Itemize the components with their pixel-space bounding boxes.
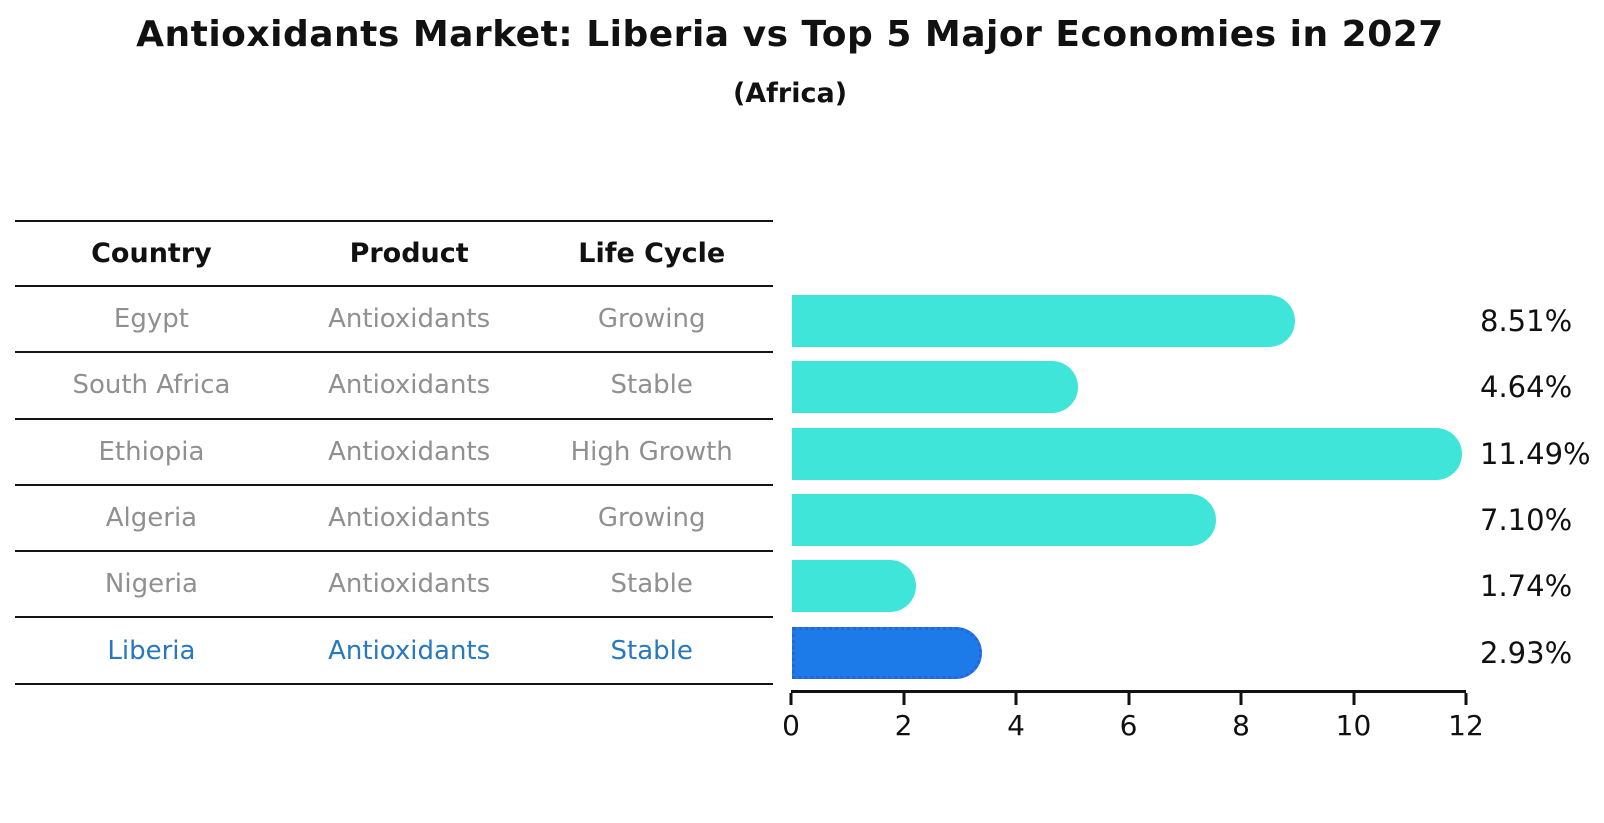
value-labels: 8.51% 4.64% 11.49% 7.10% 1.74% 2.93%	[1480, 288, 1600, 686]
bar-liberia-highlighted	[792, 626, 983, 679]
x-axis: 0 2 4 6 8 10 12	[782, 690, 1484, 742]
table-row: Algeria Antioxidants Growing	[15, 486, 773, 553]
cell-country: Ethiopia	[98, 436, 205, 467]
country-table: Country Product Life Cycle Egypt Antioxi…	[15, 220, 773, 685]
x-tick-mark	[1014, 693, 1018, 705]
value-label-egypt: 8.51%	[1480, 304, 1573, 339]
cell-country: South Africa	[72, 370, 231, 401]
cell-country: Algeria	[105, 503, 198, 534]
table-row: Ethiopia Antioxidants High Growth	[15, 420, 773, 486]
table-row-highlighted: Liberia Antioxidants Stable	[15, 618, 773, 685]
bar-south-africa	[792, 361, 1079, 414]
table-row: South Africa Antioxidants Stable	[15, 353, 773, 420]
cell-life-cycle: Growing	[597, 304, 706, 335]
bar-ethiopia	[792, 427, 1463, 480]
x-tick-label: 6	[1119, 709, 1138, 742]
cell-life-cycle: High Growth	[570, 436, 733, 467]
bar-plot-area	[792, 288, 1465, 686]
value-label-nigeria: 1.74%	[1480, 569, 1573, 604]
x-tick-label: 0	[782, 709, 800, 742]
value-label-ethiopia: 11.49%	[1480, 436, 1591, 471]
cell-life-cycle: Stable	[610, 370, 693, 401]
bar-egypt	[792, 295, 1296, 348]
x-tick-label: 8	[1232, 709, 1250, 742]
column-header-country: Country	[91, 238, 212, 269]
bar-nigeria	[792, 560, 916, 613]
value-label-south-africa: 4.64%	[1480, 370, 1573, 405]
cell-life-cycle: Stable	[610, 569, 693, 600]
cell-product: Antioxidants	[328, 503, 491, 534]
chart-subtitle: (Africa)	[732, 78, 848, 109]
x-tick-label: 2	[894, 709, 913, 742]
value-label-algeria: 7.10%	[1480, 503, 1573, 538]
x-tick-mark	[1239, 693, 1243, 705]
x-tick-label: 4	[1007, 709, 1025, 742]
cell-country: Nigeria	[104, 569, 198, 600]
cell-product: Antioxidants	[328, 569, 491, 600]
column-header-life-cycle: Life Cycle	[578, 238, 726, 269]
column-header-product: Product	[349, 238, 469, 269]
x-tick-mark	[1127, 693, 1130, 705]
x-tick-mark	[1352, 693, 1355, 705]
table-row: Nigeria Antioxidants Stable	[15, 552, 773, 619]
x-tick-mark	[789, 693, 793, 705]
cell-life-cycle: Stable	[610, 635, 693, 666]
cell-product: Antioxidants	[328, 635, 491, 666]
bar-algeria	[792, 494, 1217, 547]
cell-life-cycle: Growing	[597, 503, 706, 534]
cell-country: Egypt	[113, 304, 189, 335]
table-header-row: Country Product Life Cycle	[15, 222, 773, 287]
cell-product: Antioxidants	[328, 436, 491, 467]
table-row: Egypt Antioxidants Growing	[15, 287, 773, 354]
x-tick-mark	[1464, 693, 1468, 705]
cell-product: Antioxidants	[328, 370, 491, 401]
cell-product: Antioxidants	[328, 304, 491, 335]
value-label-liberia: 2.93%	[1480, 635, 1573, 670]
chart-title: Antioxidants Market: Liberia vs Top 5 Ma…	[136, 14, 1444, 55]
x-tick-label: 10	[1335, 709, 1372, 742]
x-tick-label: 12	[1448, 709, 1484, 742]
cell-country: Liberia	[107, 635, 196, 666]
x-tick-mark	[902, 693, 905, 705]
